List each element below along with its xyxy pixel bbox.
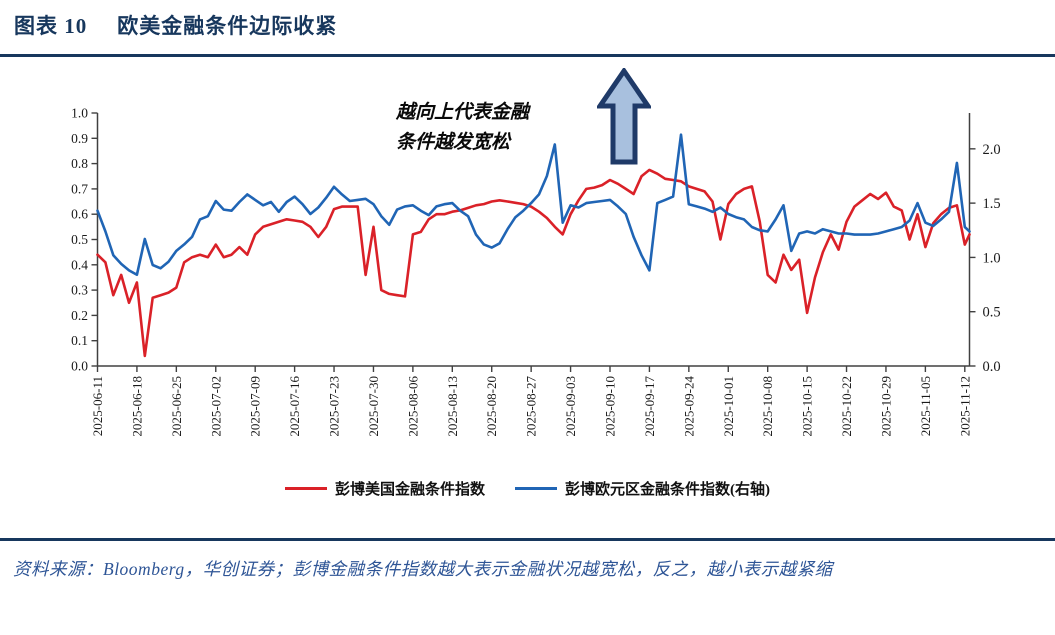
figure-label: 图表 10 xyxy=(14,14,88,38)
y-axis-right-tick-label: 1.0 xyxy=(983,250,1001,266)
x-axis-tick-label: 2025-07-23 xyxy=(327,376,342,437)
x-axis-tick-label: 2025-06-11 xyxy=(90,376,105,436)
chart-legend: 彭博美国金融条件指数 彭博欧元区金融条件指数(右轴) xyxy=(0,478,1055,499)
eurozone-fci-series-line xyxy=(96,133,971,277)
source-note: 资料来源：Bloomberg，华创证券；彭博金融条件指数越大表示金融状况越宽松，… xyxy=(13,559,833,579)
x-axis-tick-label: 2025-08-06 xyxy=(405,376,420,437)
annotation-line-2: 条件越发宽松 xyxy=(396,132,511,153)
x-axis-tick-label: 2025-08-20 xyxy=(484,376,499,437)
x-axis-tick-label: 2025-08-27 xyxy=(524,376,539,437)
y-axis-right-tick-label: 0.0 xyxy=(983,359,1001,375)
x-axis-tick-label: 2025-07-30 xyxy=(366,376,381,437)
annotation-line-1: 越向上代表金融 xyxy=(396,102,530,123)
y-axis-left-tick-label: 0.0 xyxy=(71,359,88,374)
up-arrow-icon xyxy=(595,66,653,171)
figure-title: 欧美金融条件边际收紧 xyxy=(117,14,338,38)
legend-label-us: 彭博美国金融条件指数 xyxy=(334,482,485,498)
x-axis-tick-label: 2025-06-18 xyxy=(129,376,144,437)
y-axis-left-tick-label: 0.9 xyxy=(71,131,88,146)
x-axis-tick-label: 2025-06-25 xyxy=(169,376,184,437)
x-axis-tick-label: 2025-11-12 xyxy=(957,376,972,436)
legend-label-eurozone: 彭博欧元区金融条件指数(右轴) xyxy=(565,482,770,498)
x-axis-tick-label: 2025-07-02 xyxy=(208,376,223,437)
y-axis-left-tick-label: 0.2 xyxy=(71,308,88,323)
y-axis-left-tick-label: 0.6 xyxy=(71,207,88,222)
x-axis-tick-label: 2025-10-15 xyxy=(800,376,815,437)
legend-swatch-blue xyxy=(515,486,557,491)
y-axis-left-tick-label: 0.1 xyxy=(71,333,88,348)
y-axis-left-tick-label: 0.4 xyxy=(71,257,88,272)
x-axis-tick-label: 2025-10-29 xyxy=(878,376,893,437)
us-fci-series-line xyxy=(96,168,971,358)
footer-divider-line xyxy=(0,538,1055,541)
x-axis-tick-label: 2025-10-22 xyxy=(839,376,854,437)
x-axis-tick-label: 2025-09-03 xyxy=(563,376,578,437)
y-axis-right-tick-label: 2.0 xyxy=(983,142,1001,158)
x-axis-tick-label: 2025-08-13 xyxy=(445,376,460,437)
x-axis-tick-label: 2025-09-24 xyxy=(681,376,696,437)
legend-item-eurozone: 彭博欧元区金融条件指数(右轴) xyxy=(515,478,770,499)
legend-swatch-red xyxy=(284,486,327,491)
x-axis-tick-label: 2025-10-01 xyxy=(721,376,736,437)
y-axis-right-tick-label: 0.5 xyxy=(983,305,1001,321)
legend-item-us: 彭博美国金融条件指数 xyxy=(284,478,485,499)
y-axis-left-tick-label: 0.7 xyxy=(71,181,88,196)
figure-header: 图表 10 欧美金融条件边际收紧 xyxy=(14,10,337,40)
header-divider-line xyxy=(0,54,1055,57)
y-axis-left-tick-label: 0.5 xyxy=(71,232,88,247)
y-axis-left-tick-label: 0.8 xyxy=(71,156,88,171)
y-axis-left-tick-label: 1.0 xyxy=(71,106,88,121)
x-axis-tick-label: 2025-09-17 xyxy=(642,376,657,437)
y-axis-right-tick-label: 1.5 xyxy=(983,196,1001,212)
x-axis-tick-label: 2025-10-08 xyxy=(760,376,775,437)
x-axis-tick-label: 2025-07-16 xyxy=(287,376,302,437)
x-axis-tick-label: 2025-07-09 xyxy=(248,376,263,437)
x-axis-tick-label: 2025-09-10 xyxy=(602,376,617,437)
line-chart: 1.0 0.9 0.8 0.7 0.6 0.5 0.4 0.3 0.2 0.1 0.0 2.0 1.5 1… xyxy=(71,106,1001,437)
chart-annotation: 越向上代表金融 条件越发宽松 xyxy=(396,98,606,158)
x-axis-tick-label: 2025-11-05 xyxy=(918,376,933,436)
y-axis-left-tick-label: 0.3 xyxy=(71,283,88,298)
